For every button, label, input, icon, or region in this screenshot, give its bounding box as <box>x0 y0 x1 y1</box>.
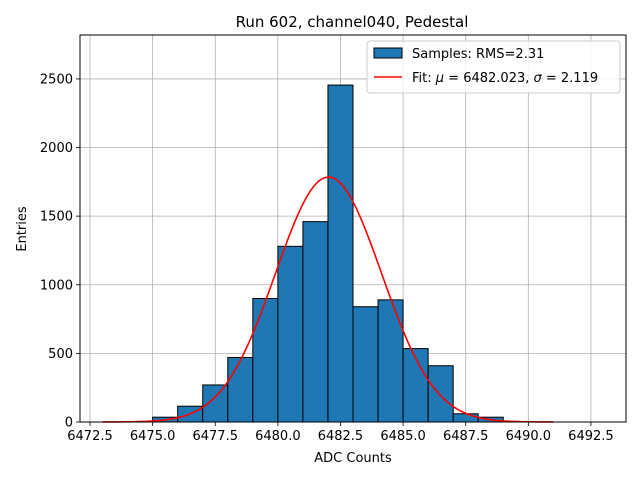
histogram-bar <box>427 365 454 423</box>
histogram-bar <box>352 306 379 423</box>
legend: Samples: RMS=2.31 Fit: μ = 6482.023, σ =… <box>366 40 621 94</box>
y-tick-label: 1000 <box>40 278 73 293</box>
legend-fit-label: Fit: μ = 6482.023, σ = 2.119 <box>412 71 598 86</box>
histogram-bar <box>327 84 354 423</box>
chart-title: Run 602, channel040, Pedestal <box>236 13 469 31</box>
legend-fit-sigma-symbol: σ <box>534 71 543 86</box>
plot-frame <box>79 34 627 423</box>
y-tick-label: 2000 <box>40 141 73 156</box>
y-tick-label: 500 <box>48 347 73 362</box>
histogram-bar <box>452 413 479 423</box>
histogram-bar <box>202 384 229 423</box>
legend-fit-mu-symbol: μ <box>435 71 444 86</box>
histogram-bar <box>302 221 329 423</box>
x-axis-ticks: 6472.5 6475.0 6477.5 6480.0 6482.5 6485.0 6487… <box>67 422 614 444</box>
legend-fit-prefix: Fit: <box>412 71 436 86</box>
y-tick-label: 2500 <box>40 72 73 87</box>
histogram-bar <box>277 245 304 423</box>
legend-fit-mu-value: = 6482.023, <box>444 71 533 86</box>
y-tick-label: 0 <box>65 416 73 431</box>
histogram-bar <box>252 297 279 423</box>
histogram-bar <box>377 299 404 423</box>
fit-curve-group <box>102 176 554 423</box>
histogram-bars <box>152 84 504 423</box>
x-tick-label: 6485.0 <box>380 429 426 444</box>
x-tick-label: 6490.0 <box>506 429 552 444</box>
x-tick-label: 6475.0 <box>130 429 176 444</box>
x-tick-label: 6492.5 <box>568 429 614 444</box>
legend-fit-sigma-value: = 2.119 <box>542 71 598 86</box>
legend-histogram-label: Samples: RMS=2.31 <box>412 47 544 62</box>
histogram-bar <box>227 357 254 423</box>
fit-curve <box>102 176 554 423</box>
x-tick-label: 6482.5 <box>318 429 364 444</box>
x-tick-label: 6477.5 <box>192 429 238 444</box>
x-tick-label: 6480.0 <box>255 429 301 444</box>
legend-box <box>366 40 621 94</box>
x-tick-label: 6487.5 <box>443 429 489 444</box>
y-axis-label: Entries <box>15 206 30 252</box>
y-tick-label: 1500 <box>40 210 73 225</box>
legend-histogram-swatch <box>373 47 403 59</box>
y-axis-ticks: 0 500 1000 1500 2000 2500 <box>40 72 80 431</box>
x-tick-label: 6472.5 <box>67 429 113 444</box>
x-axis-label: ADC Counts <box>314 451 392 466</box>
